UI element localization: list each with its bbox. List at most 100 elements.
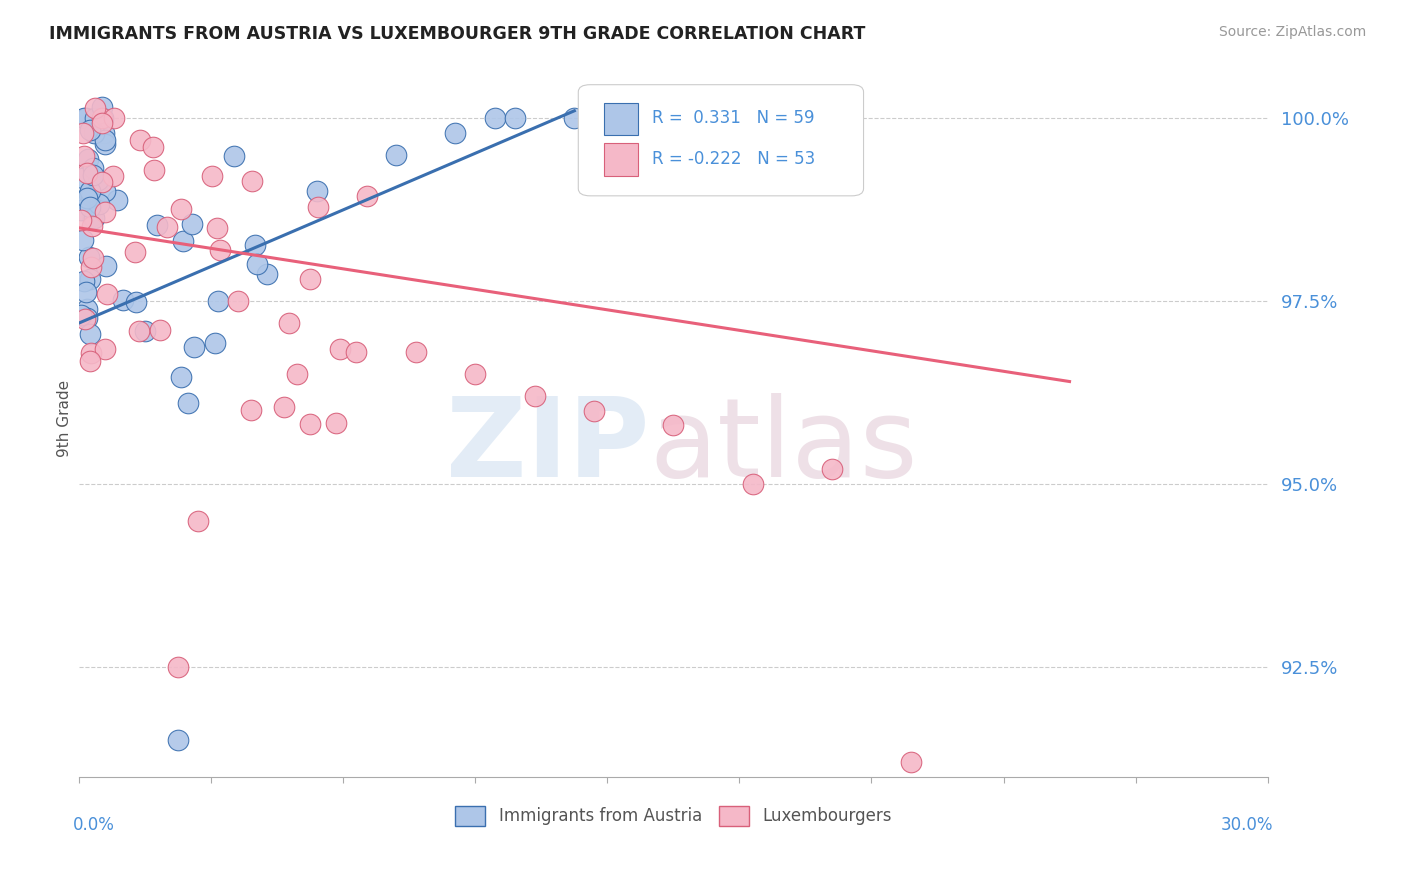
- Point: [70, 213, 93, 227]
- Point: [73, 111, 96, 125]
- Point: [91, 100, 114, 114]
- Point: [298, 417, 321, 432]
- Point: [167, 733, 190, 747]
- Point: [298, 272, 321, 286]
- Point: [84, 111, 107, 125]
- Text: ZIP: ZIP: [446, 393, 650, 500]
- Point: [181, 217, 204, 231]
- Text: atlas: atlas: [650, 393, 918, 500]
- Point: [96, 286, 118, 301]
- Point: [76, 166, 98, 180]
- Point: [80, 260, 103, 275]
- Point: [662, 418, 685, 433]
- Point: [79, 326, 101, 341]
- Point: [94, 260, 117, 274]
- Point: [72, 126, 94, 140]
- Point: [900, 755, 922, 769]
- Point: [503, 111, 526, 125]
- Point: [79, 200, 101, 214]
- Point: [77, 251, 100, 265]
- Point: [112, 293, 135, 308]
- Point: [82, 219, 104, 233]
- Point: [76, 191, 98, 205]
- Point: [70, 202, 93, 217]
- Point: [87, 174, 110, 188]
- Point: [73, 274, 96, 288]
- FancyBboxPatch shape: [605, 144, 638, 176]
- Point: [75, 311, 97, 326]
- Point: [79, 184, 101, 198]
- Point: [75, 111, 97, 125]
- Point: [82, 168, 104, 182]
- Point: [207, 293, 229, 308]
- Point: [79, 354, 101, 368]
- Point: [91, 111, 114, 125]
- Text: 30.0%: 30.0%: [1220, 816, 1274, 834]
- Point: [167, 660, 190, 674]
- Point: [77, 187, 100, 202]
- Point: [72, 171, 94, 186]
- Point: [464, 368, 486, 382]
- Point: [305, 184, 328, 198]
- Point: [245, 238, 267, 252]
- Point: [134, 324, 156, 338]
- Point: [83, 211, 105, 226]
- Point: [256, 267, 278, 281]
- Point: [484, 111, 506, 125]
- Point: [103, 169, 125, 184]
- Point: [82, 161, 104, 176]
- Point: [91, 175, 114, 189]
- Point: [226, 293, 249, 308]
- Point: [444, 126, 467, 140]
- Text: 0.0%: 0.0%: [73, 816, 115, 834]
- Point: [129, 133, 152, 147]
- Point: [93, 204, 115, 219]
- Y-axis label: 9th Grade: 9th Grade: [58, 380, 72, 457]
- Point: [170, 202, 193, 216]
- FancyBboxPatch shape: [605, 103, 638, 135]
- Point: [142, 163, 165, 178]
- Point: [75, 285, 97, 300]
- Point: [329, 342, 352, 356]
- Point: [209, 244, 232, 258]
- Point: [170, 370, 193, 384]
- Point: [346, 345, 368, 359]
- Text: R =  0.331   N = 59: R = 0.331 N = 59: [652, 110, 814, 128]
- Point: [93, 126, 115, 140]
- Point: [177, 396, 200, 410]
- Point: [94, 137, 117, 152]
- Point: [821, 462, 844, 476]
- Point: [77, 152, 100, 166]
- Point: [128, 324, 150, 338]
- Point: [83, 126, 105, 140]
- Point: [93, 184, 115, 198]
- Point: [240, 174, 263, 188]
- Point: [187, 514, 209, 528]
- Point: [246, 257, 269, 271]
- Point: [405, 345, 427, 359]
- Text: Source: ZipAtlas.com: Source: ZipAtlas.com: [1219, 25, 1367, 39]
- Point: [741, 477, 763, 491]
- Point: [240, 402, 263, 417]
- Point: [87, 172, 110, 186]
- Point: [385, 147, 408, 161]
- Point: [204, 336, 226, 351]
- Point: [79, 189, 101, 203]
- Point: [156, 220, 179, 235]
- Point: [583, 404, 606, 418]
- FancyBboxPatch shape: [578, 85, 863, 196]
- Point: [83, 101, 105, 115]
- Point: [79, 272, 101, 286]
- Legend: Immigrants from Austria, Luxembourgers: Immigrants from Austria, Luxembourgers: [449, 799, 898, 833]
- Point: [82, 252, 104, 266]
- Point: [277, 316, 299, 330]
- Point: [93, 133, 115, 147]
- Point: [105, 194, 128, 208]
- Text: R = -0.222   N = 53: R = -0.222 N = 53: [652, 150, 815, 169]
- Point: [325, 417, 347, 431]
- Point: [172, 234, 194, 248]
- Point: [562, 111, 585, 125]
- Point: [125, 294, 148, 309]
- Point: [124, 245, 146, 260]
- Point: [76, 311, 98, 326]
